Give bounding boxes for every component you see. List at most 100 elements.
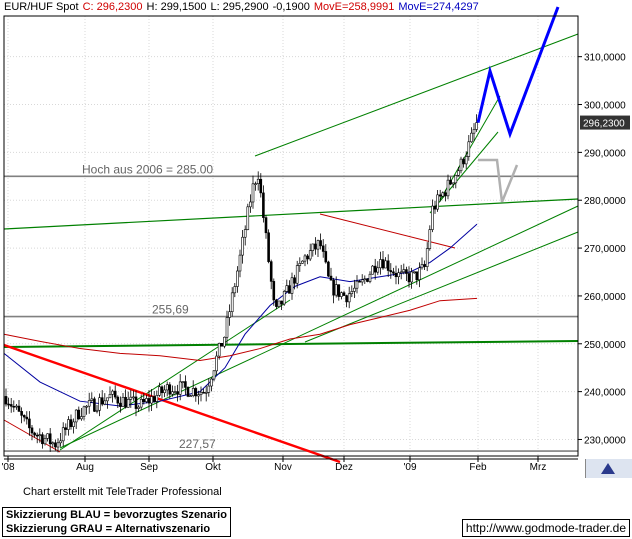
candle-body (441, 192, 445, 197)
candle-body (56, 442, 60, 448)
chart-credit: Chart erstellt mit TeleTrader Profession… (23, 486, 222, 498)
candle-body (358, 280, 361, 283)
candle-body (446, 179, 450, 197)
candle-body (207, 385, 211, 393)
candle-body (43, 438, 47, 445)
source-url[interactable]: http://www.godmode-trader.de (461, 519, 630, 537)
scroll-nav-button[interactable] (585, 459, 632, 478)
trend-line (59, 205, 579, 449)
y-tick-label: 280,0000 (584, 196, 626, 207)
ma-fast-line (3, 223, 478, 407)
candle-body (275, 299, 278, 307)
chart-header: EUR/HUF Spot C: 296,2300 H: 299,1500 L: 295… (4, 1, 483, 13)
support-line-green (3, 340, 579, 348)
candle-body (87, 400, 91, 407)
candle-body (25, 416, 29, 420)
candle-body (259, 178, 263, 194)
candle-body (111, 390, 114, 395)
candle-body (142, 398, 146, 402)
candle-body (80, 416, 83, 420)
candle-body (119, 402, 122, 407)
candle-body (405, 269, 408, 274)
candle-body (191, 388, 195, 396)
last-price-label: 296,2300 (583, 119, 625, 130)
candle-body (238, 254, 242, 272)
candle-body (212, 370, 216, 380)
candle-body (93, 398, 96, 412)
close-value: C: 296,2300 (82, 1, 143, 13)
candle-body (147, 398, 151, 404)
candle-body (69, 419, 73, 427)
trend-line (429, 131, 499, 214)
candle-body (373, 265, 377, 273)
candle-body (379, 259, 382, 269)
candle-body (433, 205, 437, 210)
candle-body (264, 217, 268, 234)
x-tick-label: Feb (469, 462, 487, 473)
candle-body (67, 419, 70, 430)
candle-body (407, 273, 411, 283)
level-label: Hoch aus 2006 = 285.00 (82, 162, 213, 176)
candle-body (256, 178, 260, 184)
note-blue: Skizzierung BLAU = bevorzugtes Szenario (6, 509, 227, 521)
candle-body (194, 388, 198, 397)
candle-body (22, 415, 26, 418)
candle-body (345, 295, 348, 303)
grid (4, 16, 578, 456)
candle-body (124, 396, 127, 408)
candle-body (48, 433, 52, 445)
candle-body (204, 392, 208, 394)
candle-body (173, 391, 177, 393)
candle-body (418, 267, 421, 281)
candle-body (402, 269, 406, 273)
y-tick-label: 270,0000 (584, 244, 626, 255)
x-tick-label: Aug (76, 462, 94, 473)
candle-body (451, 182, 455, 185)
level-labels: Hoch aus 2006 = 285.00 255,69 227,57 (82, 162, 216, 451)
candle-body (428, 229, 432, 249)
candle-body (152, 396, 156, 402)
candle-body (17, 405, 21, 412)
candle-body (72, 421, 75, 427)
ma-slow-label: MovE=258,9991 (313, 1, 395, 13)
candle-body (7, 403, 10, 406)
candle-body (236, 270, 239, 287)
y-tick-label: 290,0000 (584, 148, 626, 159)
candle-body (303, 255, 307, 262)
candle-body (176, 391, 179, 395)
change-value: -0,1900 (272, 1, 310, 13)
low-value: L: 295,2900 (210, 1, 269, 13)
x-tick-label: Sep (140, 462, 158, 473)
candle-body (228, 311, 231, 318)
candle-body (241, 236, 244, 256)
candle-body (64, 427, 68, 430)
candle-body (82, 406, 86, 417)
candle-body (225, 317, 229, 338)
candle-body (210, 378, 213, 387)
note-grey: Skizzierung GRAU = Alternativszenario (6, 523, 211, 535)
candle-body (129, 396, 133, 400)
ma-slow-line (3, 297, 478, 362)
y-tick-label: 250,0000 (584, 340, 626, 351)
candle-body (431, 205, 434, 230)
x-tick-label: '08 (1, 462, 14, 473)
candle-body (77, 409, 81, 420)
candle-body (288, 285, 291, 294)
candle-body (277, 300, 281, 307)
y-tick-label: 260,0000 (584, 292, 626, 303)
candle-body (293, 277, 296, 284)
candle-body (306, 255, 309, 260)
candle-body (251, 183, 255, 203)
candle-body (399, 271, 403, 274)
candle-body (280, 300, 283, 305)
candle-body (15, 405, 18, 408)
trend-line (254, 33, 579, 157)
candle-body (189, 395, 192, 397)
candle-body (168, 384, 172, 395)
candle-body (217, 342, 221, 357)
candle-body (30, 427, 34, 434)
candle-body (103, 400, 107, 405)
candle-body (290, 277, 294, 294)
candle-body (137, 406, 140, 409)
candle-body (386, 260, 390, 271)
